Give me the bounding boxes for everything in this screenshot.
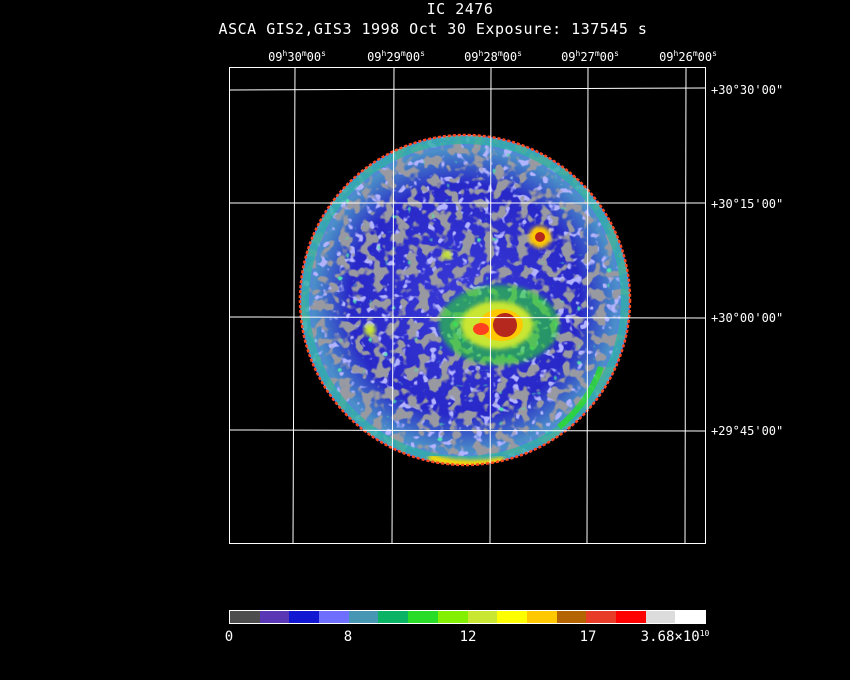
ra-label: 09h27m00s xyxy=(561,49,619,64)
dec-label: +30°00'00" xyxy=(711,311,784,325)
colorbar-swatch xyxy=(556,611,587,623)
xray-image-frame xyxy=(229,67,706,544)
color-scale-bar xyxy=(229,610,706,624)
colorbar-swatch xyxy=(497,611,527,623)
coordinate-grid xyxy=(229,67,706,544)
colorbar-swatch xyxy=(230,611,260,623)
faint-source xyxy=(364,324,376,336)
colorbar-max-label: 3.68×1010 xyxy=(640,629,710,645)
ra-label: 09h26m00s xyxy=(659,49,717,64)
detector-disc xyxy=(298,133,632,467)
colorbar-swatch xyxy=(408,611,438,623)
colorbar-swatch xyxy=(526,611,557,623)
ra-label: 09h30m00s xyxy=(268,49,326,64)
secondary-xray-source xyxy=(529,226,551,248)
colorbar-swatch xyxy=(289,611,320,623)
colorbar-swatch xyxy=(319,611,349,623)
colorbar-tick: 0 xyxy=(224,629,234,645)
colorbar-swatch xyxy=(378,611,409,623)
colorbar-swatch xyxy=(348,611,379,623)
dec-label: +29°45'00" xyxy=(711,424,784,438)
colorbar-swatch xyxy=(259,611,290,623)
colorbar-tick: 8 xyxy=(343,629,353,645)
colorbar-swatch xyxy=(586,611,616,623)
dec-label: +30°15'00" xyxy=(711,197,784,211)
image-title: IC 2476 xyxy=(426,0,494,18)
ra-label: 09h29m00s xyxy=(367,49,425,64)
colorbar-swatch xyxy=(615,611,646,623)
ra-label: 09h28m00s xyxy=(464,49,522,64)
central-xray-source xyxy=(439,285,559,365)
faint-source xyxy=(442,250,452,260)
colorbar-tick: 12 xyxy=(459,629,477,645)
dec-label: +30°30'00" xyxy=(711,83,784,97)
colorbar-swatch xyxy=(437,611,468,623)
observation-info: ASCA GIS2,GIS3 1998 Oct 30 Exposure: 137… xyxy=(218,20,648,38)
colorbar-swatch xyxy=(675,611,705,623)
colorbar-swatch xyxy=(467,611,498,623)
colorbar-tick: 17 xyxy=(579,629,597,645)
colorbar-swatch xyxy=(645,611,676,623)
